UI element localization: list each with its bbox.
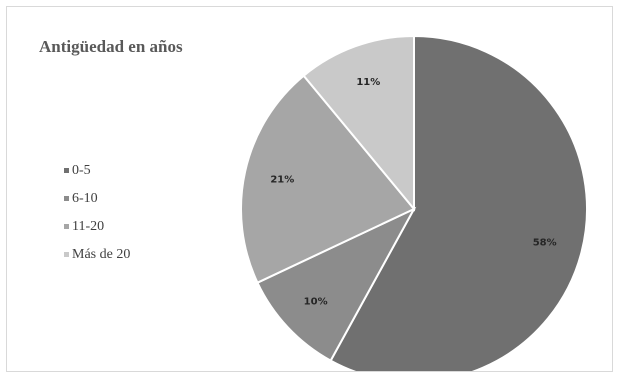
pie-chart: 58% 10% 21% 11% bbox=[240, 34, 588, 371]
pie-slices bbox=[240, 34, 588, 371]
data-label-0-5: 58% bbox=[533, 238, 557, 249]
pie-data-labels: 58% 10% 21% 11% bbox=[270, 77, 556, 307]
chart-frame: Antigüedad en años 0-5 6-10 11-20 Más de… bbox=[6, 6, 613, 372]
pie-slice-mas-de-20 bbox=[302, 34, 415, 212]
data-label-11-20: 21% bbox=[270, 175, 294, 186]
pie-slice-11-20 bbox=[240, 74, 416, 284]
data-label-mas-de-20: 11% bbox=[356, 77, 380, 88]
legend-label-11-20: 11-20 bbox=[72, 219, 105, 234]
legend-swatch-mas-de-20 bbox=[64, 252, 69, 257]
data-label-6-10: 10% bbox=[304, 296, 328, 307]
pie-slice-0-5 bbox=[329, 34, 588, 371]
legend-label-6-10: 6-10 bbox=[72, 191, 98, 206]
pie-slice-6-10 bbox=[256, 206, 417, 362]
legend-swatch-11-20 bbox=[64, 224, 69, 229]
legend-label-mas-de-20: Más de 20 bbox=[72, 247, 131, 262]
legend-swatch-6-10 bbox=[64, 196, 69, 201]
legend-swatch-0-5 bbox=[64, 168, 69, 173]
legend-label-0-5: 0-5 bbox=[72, 163, 91, 178]
chart-title: Antigüedad en años bbox=[39, 37, 183, 56]
